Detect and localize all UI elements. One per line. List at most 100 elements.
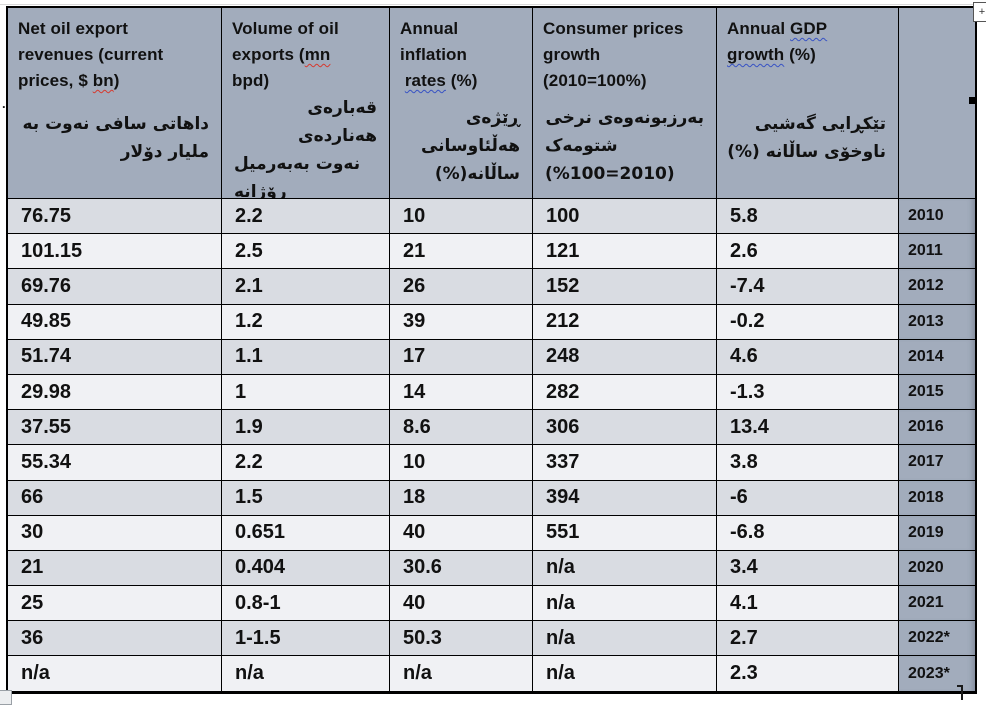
data-cell[interactable]: 50.3 <box>390 621 533 657</box>
data-cell[interactable]: 4.1 <box>717 586 899 622</box>
data-cell[interactable]: 121 <box>533 234 717 270</box>
data-cell[interactable]: 49.85 <box>8 304 222 340</box>
table-move-handle-icon[interactable]: + <box>973 2 986 22</box>
data-cell[interactable]: 51.74 <box>8 339 222 375</box>
data-cell[interactable]: n/a <box>533 656 717 692</box>
data-cell[interactable]: 2.6 <box>717 234 899 270</box>
data-cell[interactable]: 30 <box>8 515 222 551</box>
data-cell[interactable]: 37.55 <box>8 410 222 446</box>
data-cell[interactable]: 2.5 <box>222 234 390 270</box>
data-cell[interactable]: 1-1.5 <box>222 621 390 657</box>
data-cell[interactable]: 10 <box>390 445 533 481</box>
data-cell[interactable]: 66 <box>8 480 222 516</box>
data-cell[interactable]: n/a <box>533 621 717 657</box>
data-cell[interactable]: 17 <box>390 339 533 375</box>
header-cell[interactable]: Consumer prices growth (2010=100%) بەرزبون… <box>533 8 717 199</box>
header-text: growth <box>543 45 601 64</box>
data-cell-value: 25 <box>21 591 44 614</box>
data-cell[interactable]: 337 <box>533 445 717 481</box>
data-cell[interactable]: 282 <box>533 374 717 411</box>
data-cell[interactable]: n/a <box>390 656 533 692</box>
year-cell[interactable]: 2016 <box>899 410 975 446</box>
year-cell[interactable]: 2021 <box>899 586 975 622</box>
data-cell[interactable]: 0.8-1 <box>222 586 390 622</box>
data-cell[interactable]: -6.8 <box>717 515 899 551</box>
data-cell[interactable]: 55.34 <box>8 445 222 481</box>
data-cell[interactable]: 76.75 <box>8 199 222 235</box>
year-cell[interactable]: 2013 <box>899 304 975 340</box>
data-cell[interactable]: 2.2 <box>222 199 390 235</box>
data-cell[interactable]: 101.15 <box>8 234 222 270</box>
data-cell[interactable]: 3.4 <box>717 550 899 587</box>
data-cell[interactable]: n/a <box>8 656 222 692</box>
data-cell[interactable]: 2.7 <box>717 621 899 657</box>
year-cell[interactable]: 2011 <box>899 234 975 270</box>
data-cell[interactable]: 1.5 <box>222 480 390 516</box>
data-cell[interactable]: 14 <box>390 374 533 411</box>
data-cell[interactable]: 1.2 <box>222 304 390 340</box>
data-cell[interactable]: 212 <box>533 304 717 340</box>
data-cell[interactable]: 4.6 <box>717 339 899 375</box>
year-cell[interactable]: 2019 <box>899 515 975 551</box>
data-cell[interactable]: 248 <box>533 339 717 375</box>
header-cell[interactable]: Net oil export revenues (current prices, $… <box>8 8 222 199</box>
stray-period-text: . <box>2 96 6 111</box>
data-cell[interactable]: 0.651 <box>222 515 390 551</box>
data-cell[interactable]: -6 <box>717 480 899 516</box>
year-cell[interactable]: 2014 <box>899 339 975 375</box>
data-cell[interactable]: 26 <box>390 269 533 305</box>
data-cell[interactable]: 1 <box>222 374 390 411</box>
data-cell[interactable]: 1.9 <box>222 410 390 446</box>
year-cell-value: 2015 <box>908 383 944 401</box>
data-cell[interactable]: 0.404 <box>222 550 390 587</box>
table-resize-handle[interactable] <box>969 97 976 104</box>
data-cell-value: 10 <box>403 204 426 227</box>
data-cell-value: 49.85 <box>21 310 72 333</box>
data-cell[interactable]: 551 <box>533 515 717 551</box>
year-cell[interactable]: 2017 <box>899 445 975 481</box>
data-cell[interactable]: 3.8 <box>717 445 899 481</box>
data-cell[interactable]: 21 <box>8 550 222 587</box>
data-cell[interactable]: 21 <box>390 234 533 270</box>
data-cell[interactable]: 8.6 <box>390 410 533 446</box>
year-cell[interactable]: 2022* <box>899 621 975 657</box>
data-cell[interactable]: 40 <box>390 515 533 551</box>
year-cell[interactable]: 2010 <box>899 199 975 235</box>
data-cell[interactable]: 29.98 <box>8 374 222 411</box>
data-cell[interactable]: 36 <box>8 621 222 657</box>
year-cell[interactable]: 2020 <box>899 550 975 587</box>
data-cell[interactable]: 152 <box>533 269 717 305</box>
data-cell[interactable]: 10 <box>390 199 533 235</box>
data-cell[interactable]: 2.1 <box>222 269 390 305</box>
data-cell[interactable]: 306 <box>533 410 717 446</box>
data-cell[interactable]: 100 <box>533 199 717 235</box>
data-cell[interactable]: 1.1 <box>222 339 390 375</box>
data-cell-value: 8.6 <box>403 415 431 438</box>
data-cell-value: 18 <box>403 486 426 509</box>
data-cell[interactable]: 13.4 <box>717 410 899 446</box>
header-cell[interactable]: Annual inflation rates (%) ڕێژەی هەڵئاوسان… <box>390 8 533 199</box>
data-cell[interactable]: 394 <box>533 480 717 516</box>
data-cell[interactable]: -0.2 <box>717 304 899 340</box>
data-cell[interactable]: 69.76 <box>8 269 222 305</box>
data-cell[interactable]: 40 <box>390 586 533 622</box>
year-cell[interactable]: 2018 <box>899 480 975 516</box>
header-cell[interactable] <box>899 8 975 199</box>
header-cell[interactable]: Annual GDP growth (%) تێکڕایی گەشیی ناوخۆی… <box>717 8 899 199</box>
data-cell[interactable]: 18 <box>390 480 533 516</box>
data-cell[interactable]: 30.6 <box>390 550 533 587</box>
data-cell[interactable]: 5.8 <box>717 199 899 235</box>
data-cell[interactable]: n/a <box>222 656 390 692</box>
data-cell[interactable]: 39 <box>390 304 533 340</box>
data-cell[interactable]: 25 <box>8 586 222 622</box>
header-cell[interactable]: Volume of oil exports (mn bpd) قەبارەی هەن… <box>222 8 390 199</box>
data-cell[interactable]: 2.3 <box>717 656 899 692</box>
year-cell[interactable]: 2015 <box>899 374 975 411</box>
data-cell[interactable]: -7.4 <box>717 269 899 305</box>
year-cell[interactable]: 2012 <box>899 269 975 305</box>
data-cell[interactable]: n/a <box>533 550 717 587</box>
data-cell[interactable]: n/a <box>533 586 717 622</box>
data-cell[interactable]: -1.3 <box>717 374 899 411</box>
data-cell[interactable]: 2.2 <box>222 445 390 481</box>
year-cell[interactable]: 2023* <box>899 656 975 692</box>
